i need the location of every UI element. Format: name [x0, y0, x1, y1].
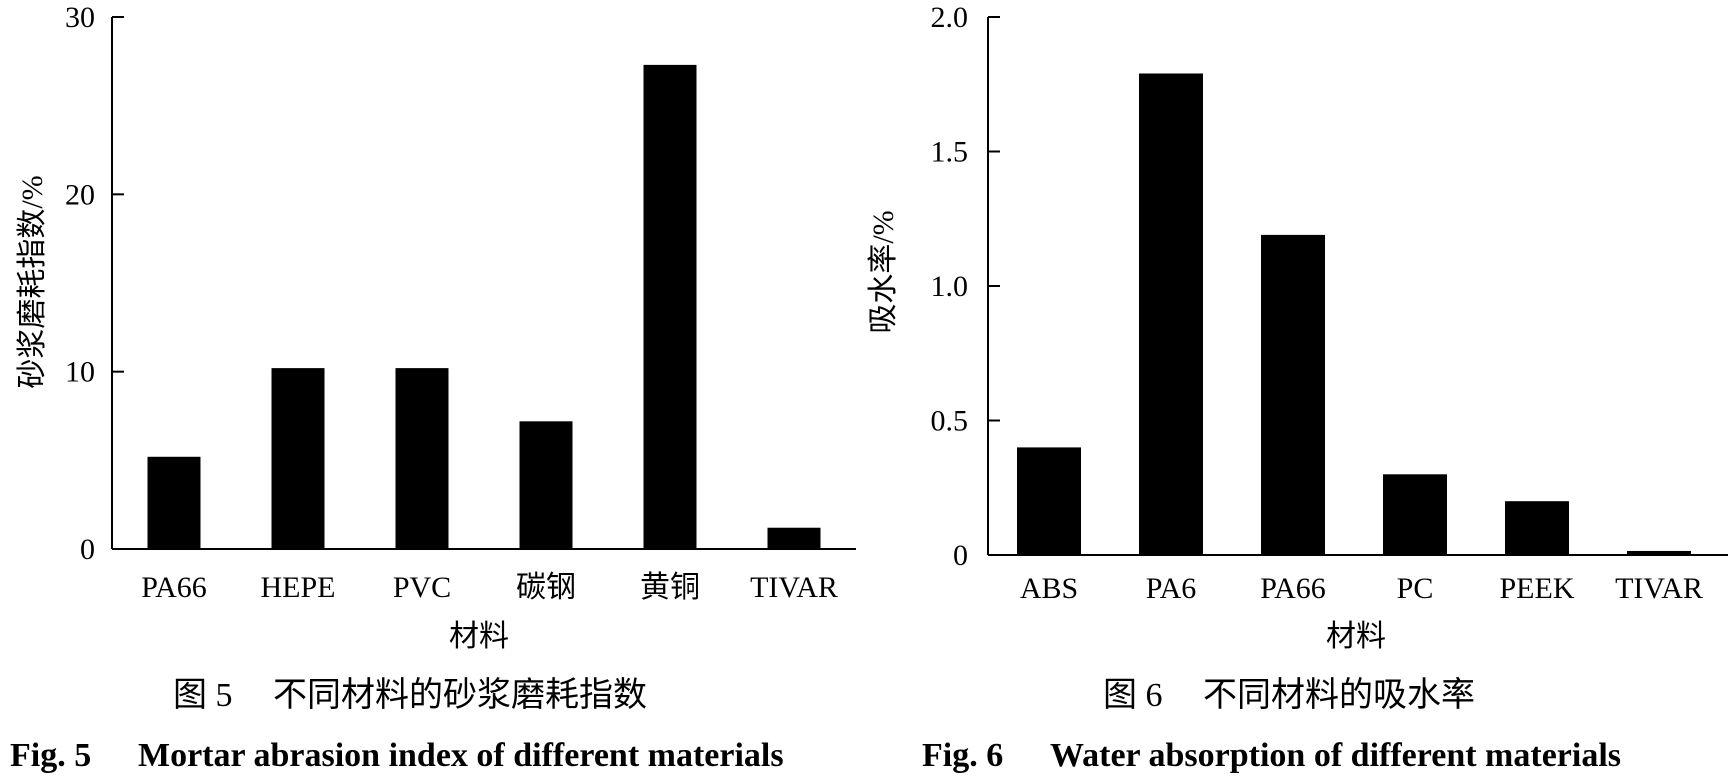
bar-碳钢: [519, 421, 573, 549]
bar-TIVAR: [1627, 550, 1691, 555]
chart-mortar-abrasion: 0 10 20 30 PA66 HEPE PVC 碳钢 黄铜 TIVAR 材料 砂浆磨耗指数/%: [16, 1, 856, 653]
x-axis-label: 材料: [449, 620, 509, 653]
y-axis-label: 砂浆磨耗指数/%: [16, 175, 49, 388]
y-tick-label: 0: [80, 533, 95, 566]
x-tick-label: PA66: [141, 571, 207, 604]
bar-PA66: [1261, 234, 1325, 555]
x-tick-label: PEEK: [1500, 572, 1575, 605]
y-tick-label: 2.0: [931, 1, 969, 34]
bar-PEEK: [1505, 501, 1569, 555]
y-tick-label: 0: [953, 539, 968, 572]
caption-cn-label-fig6: 图 6: [1103, 677, 1163, 714]
bar-PA66: [147, 456, 201, 549]
y-tick-label: 20: [65, 178, 95, 211]
x-tick-label: PVC: [393, 571, 451, 604]
caption-en-label-fig6: Fig. 6: [922, 737, 1003, 774]
bar-TIVAR: [767, 527, 821, 549]
caption-en-text-fig6: Water absorption of different materials: [1050, 737, 1621, 774]
x-tick-label: TIVAR: [750, 571, 838, 604]
y-tick-label: 10: [65, 356, 95, 389]
caption-cn-text-fig6: 不同材料的吸水率: [1203, 676, 1475, 714]
x-tick-label: 碳钢: [516, 571, 576, 604]
x-tick-label: TIVAR: [1615, 572, 1703, 605]
caption-cn-label-fig5: 图 5: [173, 677, 233, 714]
bar-PA6: [1139, 73, 1203, 556]
bar-PC: [1383, 474, 1447, 555]
bar-PVC: [395, 368, 449, 549]
y-tick-label: 1.0: [931, 270, 969, 303]
x-axis-label: 材料: [1326, 620, 1386, 653]
bar-ABS: [1017, 447, 1081, 555]
x-tick-label: HEPE: [261, 571, 336, 604]
x-tick-label: 黄铜: [640, 571, 700, 604]
chart-water-absorption: 0 0.5 1.0 1.5 2.0 ABS PA6 PA66 PC PEEK TIVAR 材料 吸水率/…: [867, 1, 1728, 653]
bar-HEPE: [271, 368, 325, 549]
bar-黄铜: [643, 64, 697, 549]
x-tick-label: PA6: [1146, 572, 1197, 605]
y-tick-label: 0.5: [931, 405, 969, 438]
x-tick-label: PC: [1397, 572, 1434, 605]
caption-en-text-fig5: Mortar abrasion index of different mater…: [138, 737, 784, 774]
caption-cn-text-fig5: 不同材料的砂浆磨耗指数: [273, 676, 647, 714]
y-axis-label: 吸水率/%: [867, 210, 900, 333]
y-tick-label: 30: [65, 1, 95, 34]
y-tick-label: 1.5: [931, 136, 969, 169]
x-tick-label: ABS: [1020, 572, 1078, 605]
x-tick-label: PA66: [1260, 572, 1326, 605]
caption-en-label-fig5: Fig. 5: [10, 737, 91, 774]
